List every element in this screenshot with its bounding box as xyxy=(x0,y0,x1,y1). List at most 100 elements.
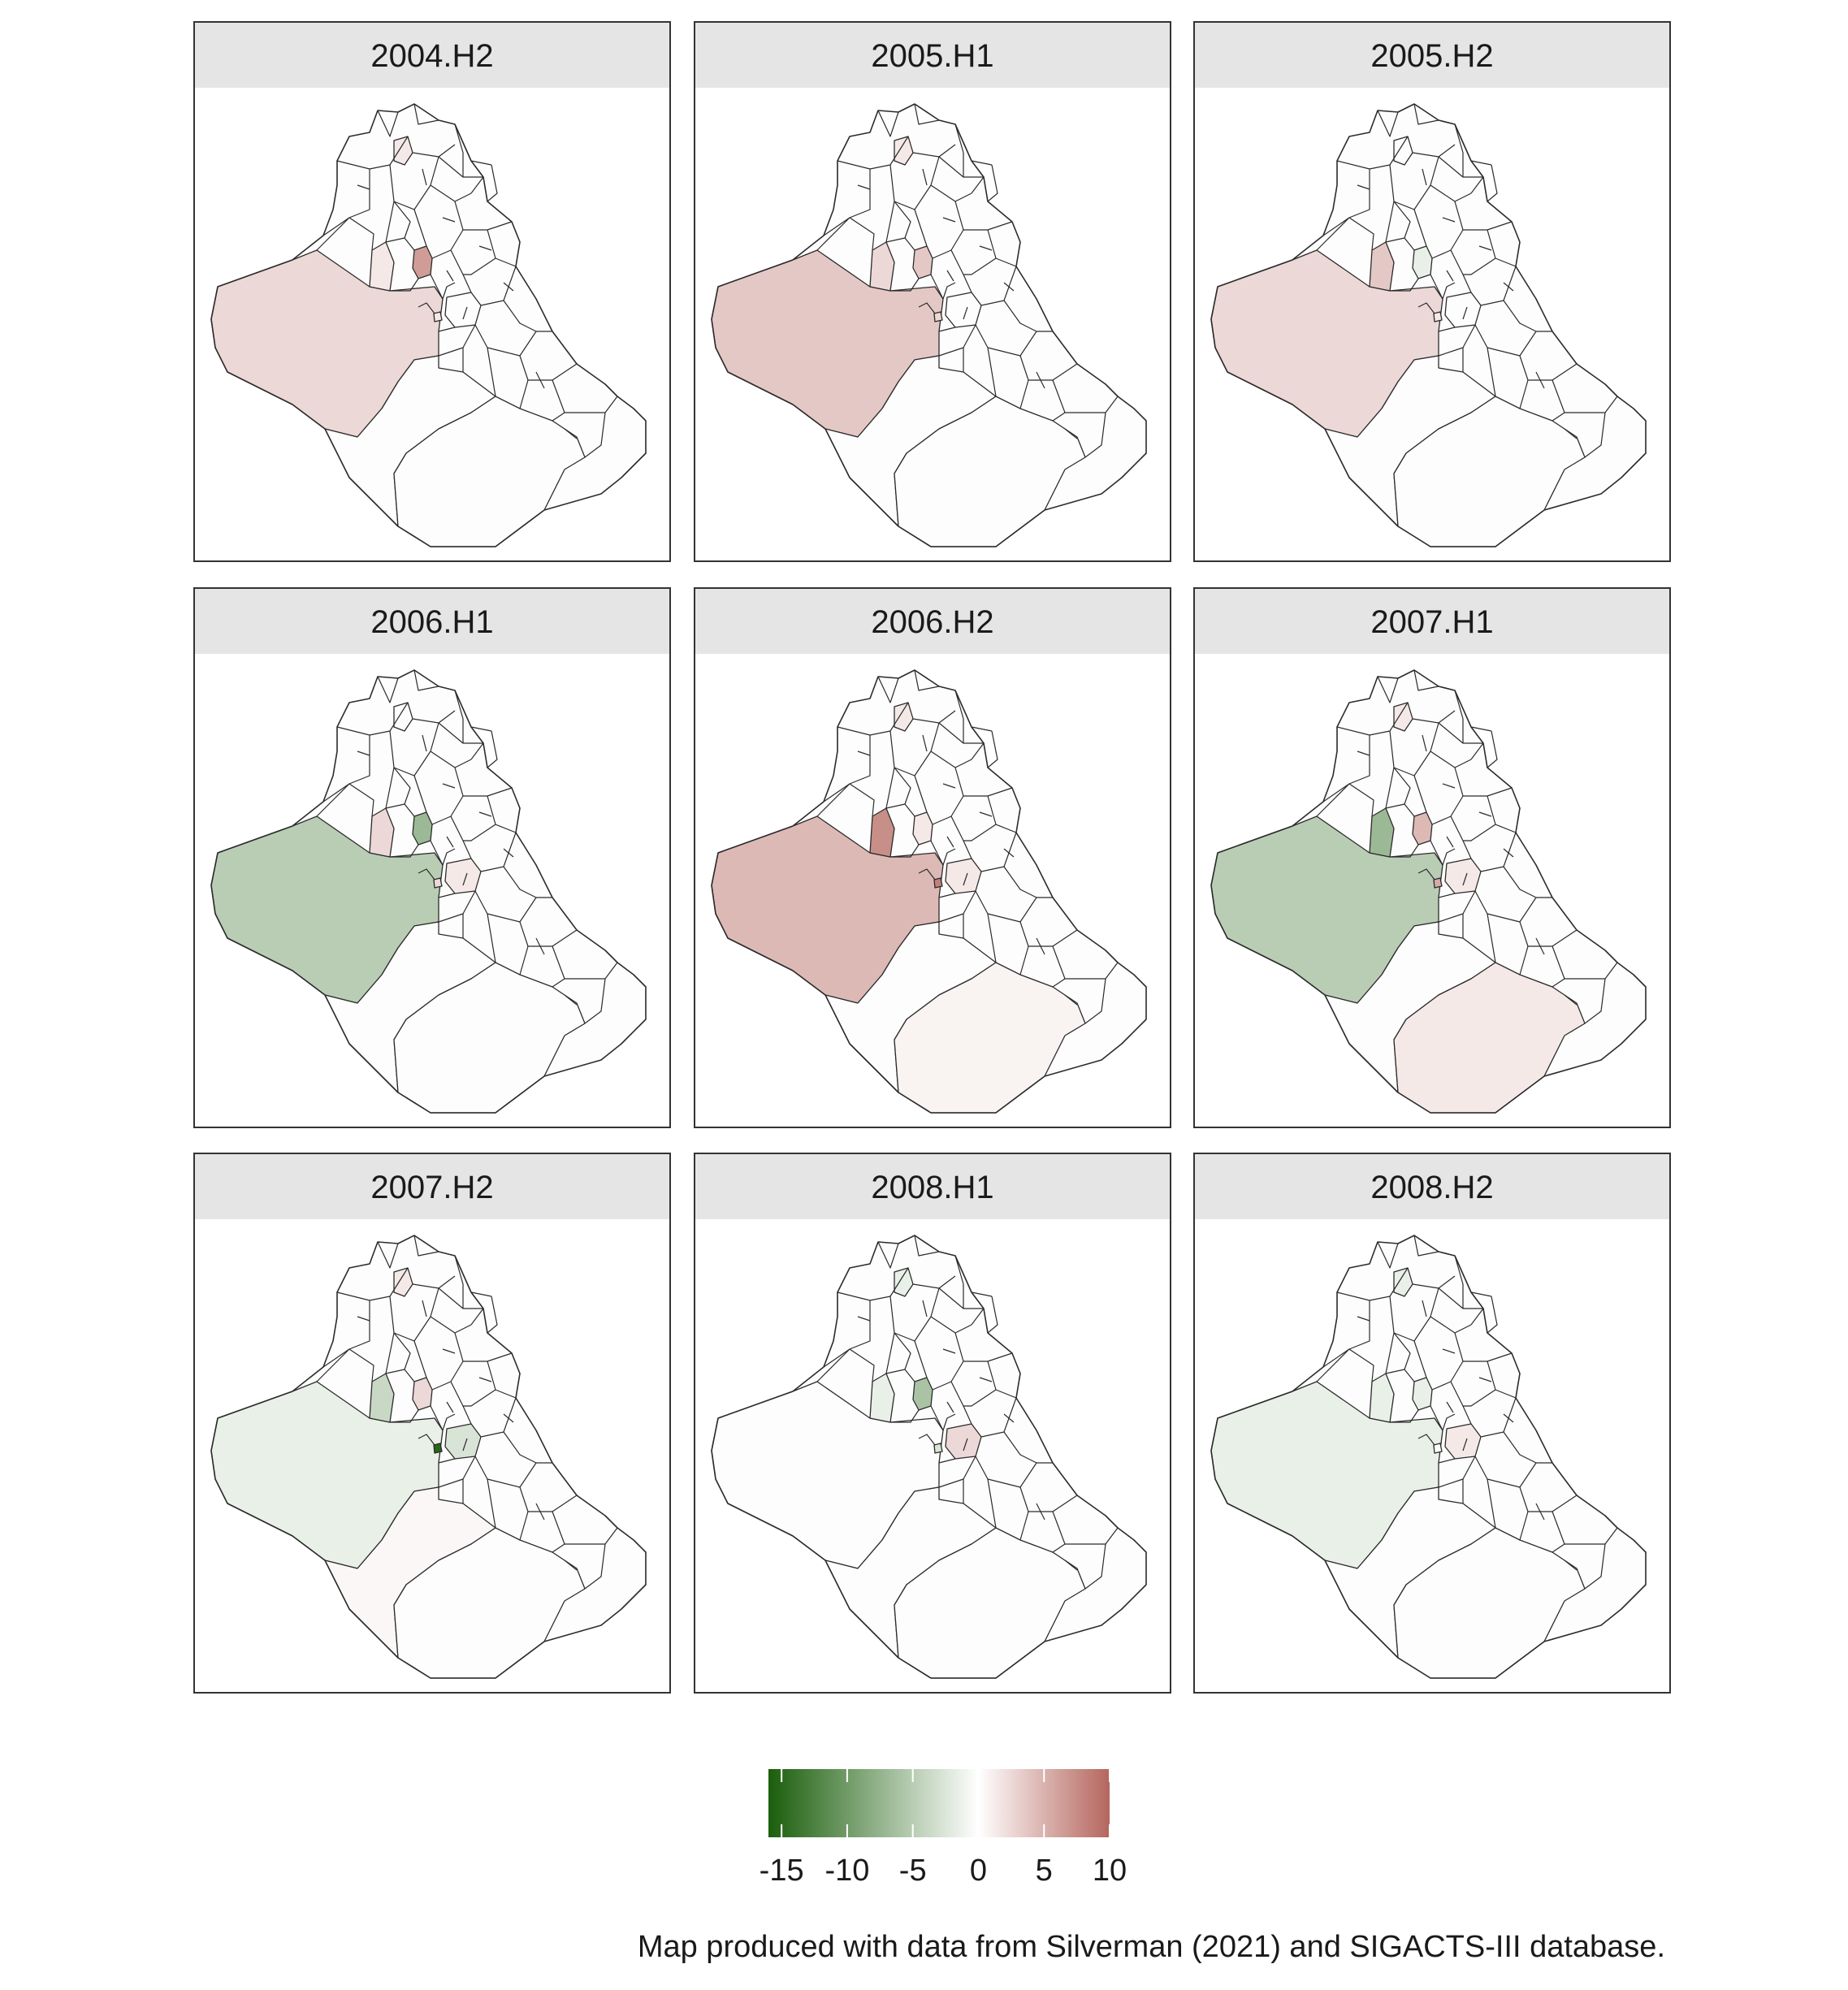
district-border xyxy=(1564,1560,1578,1571)
district-border xyxy=(487,164,498,202)
district-border xyxy=(413,775,427,813)
district-border xyxy=(1442,282,1456,300)
district-east xyxy=(945,858,982,894)
district-border xyxy=(584,1543,606,1590)
district-border xyxy=(1442,1348,1456,1354)
district-border xyxy=(1336,1267,1409,1301)
district-border xyxy=(1503,300,1552,332)
district-border xyxy=(1487,1478,1496,1529)
map-panel: 2008.H2 xyxy=(1193,1153,1671,1695)
district-border xyxy=(385,1332,395,1374)
district-border xyxy=(430,840,444,866)
district-border xyxy=(1393,1332,1411,1370)
district-border xyxy=(470,160,492,166)
district-border xyxy=(1336,136,1409,170)
district-border xyxy=(1503,1413,1514,1423)
district-border xyxy=(1390,844,1419,858)
district-north xyxy=(1393,702,1413,732)
country-outline xyxy=(1210,1235,1647,1679)
map-panel: 2007.H2 xyxy=(193,1153,671,1695)
district-border xyxy=(422,734,427,752)
district-border xyxy=(890,844,920,858)
district-border xyxy=(1438,327,1456,332)
district-north xyxy=(1393,136,1413,166)
district-tiny xyxy=(1433,1443,1443,1454)
district-border xyxy=(1003,866,1053,898)
district-border xyxy=(963,872,968,886)
legend-tick-label: -5 xyxy=(898,1854,927,1888)
district-border xyxy=(1454,690,1464,743)
district-border xyxy=(462,306,468,320)
district-border xyxy=(857,1316,871,1322)
district-border xyxy=(1064,994,1078,1006)
district-tiny xyxy=(933,311,943,322)
district-border xyxy=(954,1255,964,1309)
district-border xyxy=(816,1348,850,1382)
district-midwest xyxy=(369,241,395,292)
district-border xyxy=(385,767,395,809)
district-border xyxy=(438,327,456,332)
district-border xyxy=(1316,217,1350,251)
legend-tick-label: -15 xyxy=(759,1854,804,1888)
district-border xyxy=(1584,978,1606,1024)
district-border xyxy=(442,1348,456,1354)
district-north xyxy=(393,1267,413,1297)
district-border xyxy=(1393,201,1411,239)
district-border xyxy=(930,274,944,300)
district-border xyxy=(357,1316,370,1322)
district-border xyxy=(975,324,1037,357)
district-midwest xyxy=(869,241,895,292)
district-east xyxy=(444,858,482,894)
district-border xyxy=(487,347,496,397)
district-border xyxy=(463,1389,496,1407)
map-area xyxy=(694,654,1171,1128)
district-border xyxy=(487,730,498,768)
district-border xyxy=(1377,676,1399,703)
district-border xyxy=(1470,1308,1484,1326)
map-area xyxy=(694,88,1171,562)
district-border xyxy=(535,371,545,389)
district-border xyxy=(1474,324,1537,357)
legend-colorbar xyxy=(768,1769,1110,1837)
district-border xyxy=(849,169,871,218)
district-border xyxy=(938,1458,956,1464)
district-border xyxy=(422,168,427,186)
district-border xyxy=(438,893,456,898)
district-border xyxy=(1084,412,1106,458)
district-border xyxy=(837,1267,909,1301)
district-border xyxy=(377,676,399,703)
district-border xyxy=(1462,872,1468,886)
district-border xyxy=(454,690,464,743)
district-border xyxy=(377,110,399,137)
district-border xyxy=(463,824,496,841)
district-border xyxy=(1454,1255,1464,1309)
district-north xyxy=(393,702,413,732)
district-border xyxy=(1322,217,1374,251)
district-border xyxy=(963,1438,968,1451)
district-border xyxy=(418,1434,435,1446)
district-north xyxy=(393,136,413,166)
district-border xyxy=(1413,103,1439,125)
district-map xyxy=(1210,1235,1647,1679)
district-border xyxy=(503,300,552,332)
district-border xyxy=(1003,1413,1015,1423)
panel-title: 2004.H2 xyxy=(193,21,671,91)
district-border xyxy=(877,110,899,137)
district-east xyxy=(945,1423,982,1460)
district-border xyxy=(1003,848,1015,858)
district-border xyxy=(885,767,895,809)
district-border xyxy=(1413,1340,1427,1378)
district-border xyxy=(1336,702,1409,736)
district-border xyxy=(942,848,956,866)
district-border xyxy=(316,1348,350,1382)
district-border xyxy=(1503,848,1514,858)
district-border xyxy=(442,217,456,223)
map-panel: 2004.H2 xyxy=(193,21,671,564)
map-area xyxy=(193,88,671,562)
district-border xyxy=(385,201,395,243)
district-border xyxy=(942,783,956,789)
district-border xyxy=(462,1438,468,1451)
district-midwest xyxy=(369,1373,395,1423)
district-border xyxy=(503,282,514,292)
district-border xyxy=(849,735,871,785)
